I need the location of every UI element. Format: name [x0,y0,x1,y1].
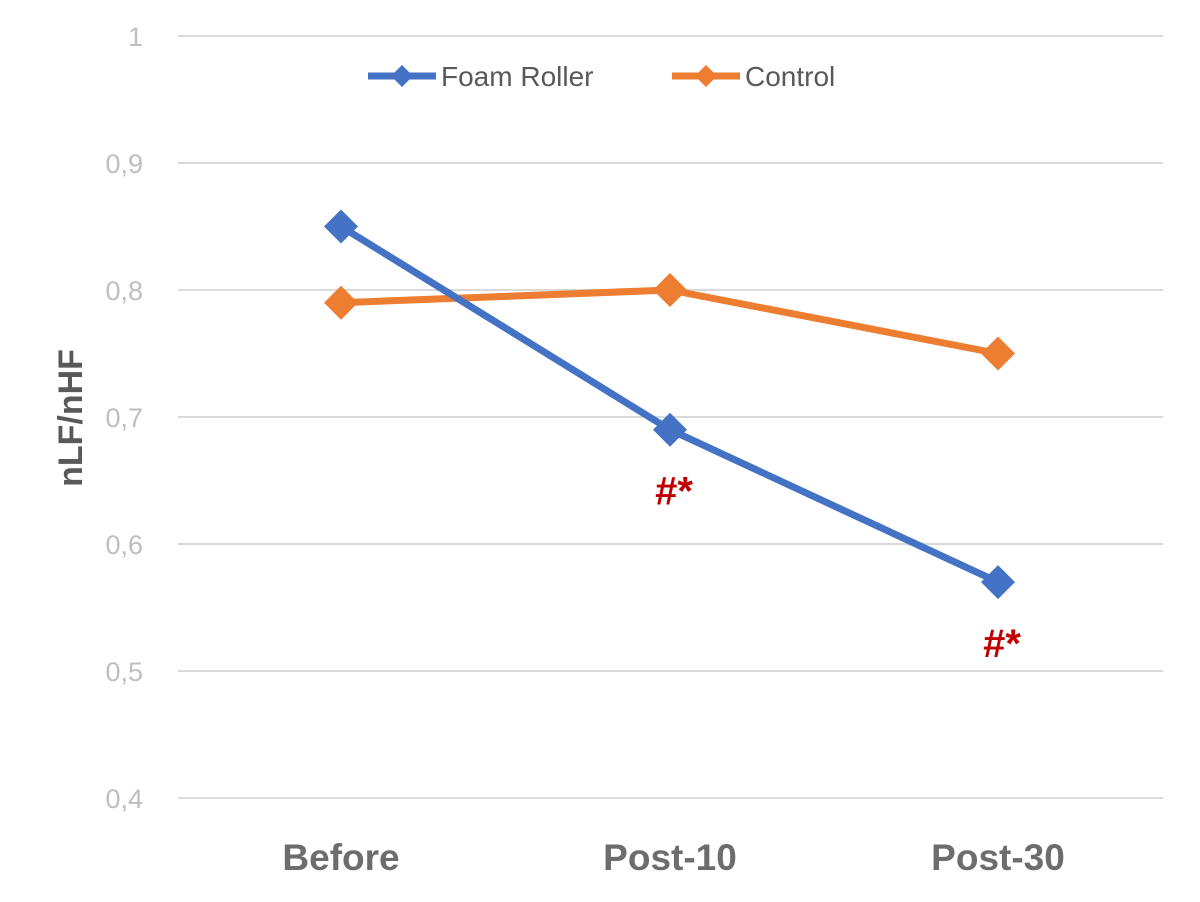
significance-annotation: #* [983,622,1021,666]
y-tick-label: 0,9 [105,149,143,179]
legend: Foam Roller Control [368,61,835,92]
legend-marker [695,65,717,87]
series-foam-roller [324,209,1015,600]
x-tick-label: Post-30 [931,837,1065,878]
annotations: #* #* [655,470,1021,666]
legend-entry: Control [672,61,835,92]
data-point-marker [324,209,358,244]
data-point-marker [653,412,687,447]
series [324,209,1015,600]
series-control [324,273,1015,371]
y-tick-label: 0,8 [105,276,143,306]
y-tick-label: 0,6 [105,530,143,560]
x-tick-label: Before [282,837,399,878]
y-axis-label: nLF/nHF [52,349,90,487]
x-axis-ticks: Before Post-10 Post-30 [282,837,1064,878]
legend-marker [391,65,413,87]
legend-label: Control [745,61,835,92]
legend-label: Foam Roller [441,61,593,92]
y-tick-label: 0,7 [105,403,143,433]
data-point-marker [981,565,1015,600]
y-tick-label: 0,4 [105,784,143,814]
data-point-marker [981,336,1015,371]
data-point-marker [653,273,687,307]
y-tick-label: 0,5 [105,657,143,687]
y-tick-label: 1 [128,22,143,52]
x-tick-label: Post-10 [603,837,737,878]
significance-annotation: #* [655,470,693,514]
legend-entry: Foam Roller [368,61,593,92]
y-axis-ticks: 0,4 0,5 0,6 0,7 0,8 0,9 1 [105,22,143,814]
data-point-marker [324,285,358,320]
